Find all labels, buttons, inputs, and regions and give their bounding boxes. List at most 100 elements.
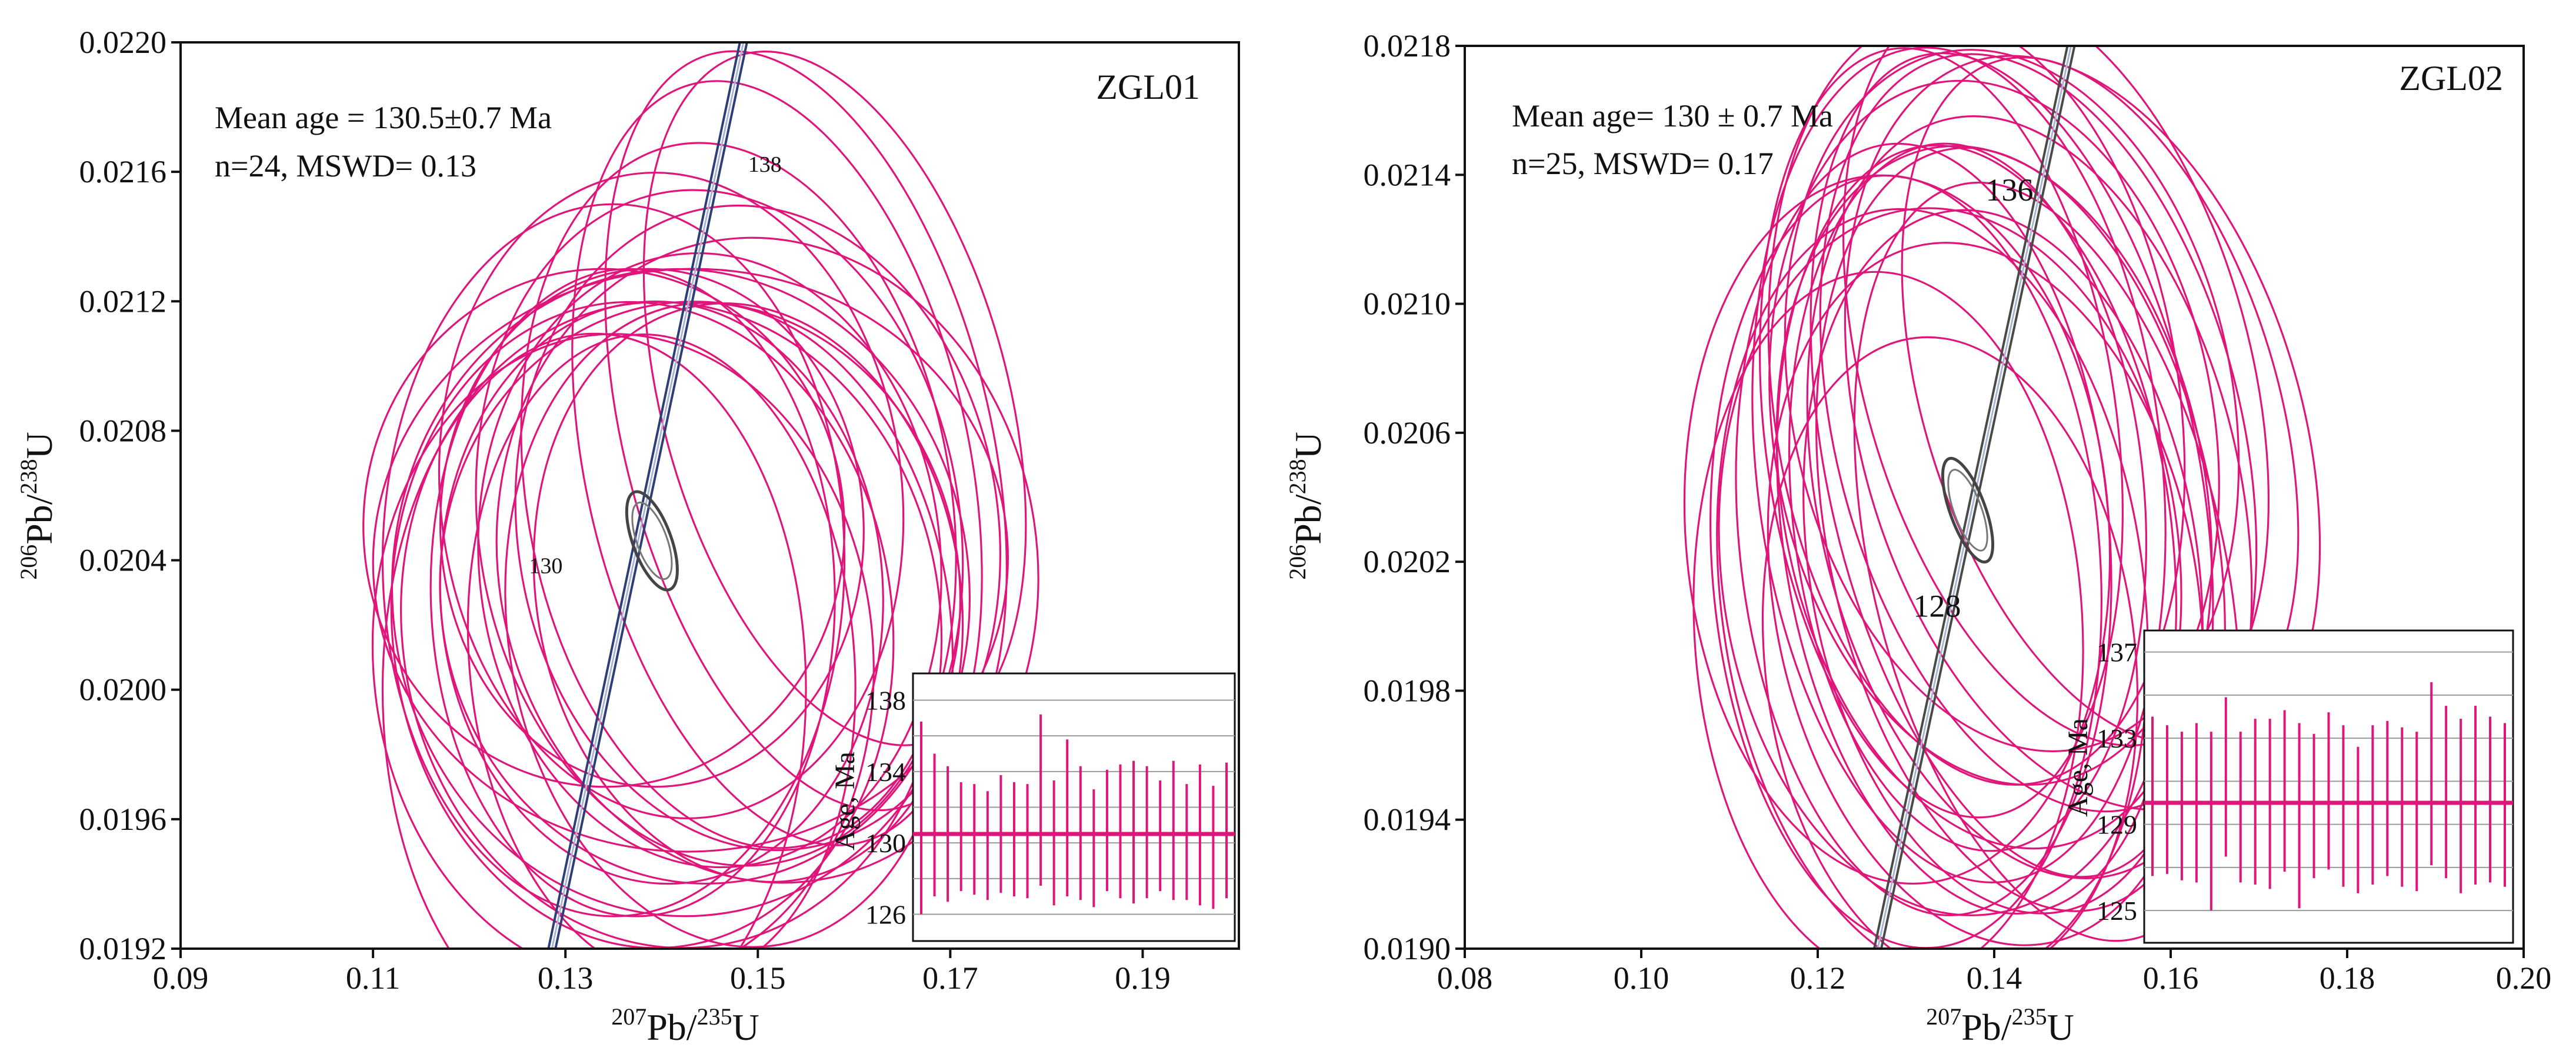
y-tick-label: 0.0218 — [1364, 28, 1451, 64]
n-mswd-text: n=25, MSWD= 0.17 — [1512, 146, 1774, 181]
x-label-sup-235: 235 — [697, 1003, 732, 1030]
y-label-pb: Pb/ — [1287, 494, 1329, 545]
analysis-ellipse — [429, 268, 836, 917]
analysis-ellipse — [1809, 52, 2214, 878]
concordia-band-upper — [554, 42, 748, 949]
x-tick-label: 0.08 — [1437, 960, 1493, 996]
y-tick-label: 0.0194 — [1364, 802, 1451, 838]
y-tick-label: 0.0202 — [1364, 544, 1451, 579]
analysis-ellipse — [372, 268, 1009, 853]
x-tick-label: 0.19 — [1115, 960, 1171, 996]
y-tick-label: 0.0192 — [79, 931, 167, 966]
analysis-ellipse — [400, 301, 943, 949]
analysis-ellipse — [520, 142, 957, 849]
inset-y-tick-label: 126 — [865, 900, 906, 930]
analysis-ellipse — [495, 236, 1039, 884]
analysis-ellipse — [1716, 208, 2149, 949]
analysis-ellipses — [362, 50, 1039, 949]
analysis-ellipse — [604, 50, 1008, 812]
analysis-ellipse — [532, 302, 964, 883]
y-tick-label: 0.0210 — [1364, 286, 1451, 322]
x-tick-label: 0.18 — [2320, 960, 2375, 996]
analysis-ellipse — [1767, 46, 2186, 786]
y-tick-label: 0.0204 — [79, 543, 167, 578]
x-tick-label: 0.17 — [922, 960, 978, 996]
y-label-sup-238: 238 — [15, 459, 42, 494]
analysis-ellipse — [475, 189, 964, 867]
inset-y-tick-label: 137 — [2097, 638, 2137, 668]
sample-name: ZGL01 — [1096, 68, 1200, 106]
inset-y-tick-label: 130 — [865, 828, 906, 858]
x-label-pb: Pb/ — [647, 1006, 697, 1048]
analysis-ellipse — [381, 203, 846, 917]
y-label-u: U — [1287, 432, 1329, 459]
age-inset-plot: 126 130 134 138 — [865, 672, 1236, 942]
x-axis-label: 207Pb/235U — [1926, 1003, 2074, 1048]
analysis-ellipse — [1759, 47, 2124, 819]
concordia-panel-zgl02: 125 129 133 137 0.08 0.10 0.12 0.14 0.16 0.18 0.2… — [1284, 28, 2551, 1048]
concordia-age-ellipse-inner — [631, 501, 673, 580]
y-label-sup-206: 206 — [1284, 545, 1311, 580]
inset-y-label: Age, Ma — [2062, 718, 2094, 817]
x-label-u: U — [732, 1006, 759, 1048]
analysis-ellipse — [381, 332, 807, 949]
inset-y-tick-label: 134 — [865, 757, 906, 787]
y-label-pb: Pb/ — [18, 494, 60, 545]
x-axis-label: 207Pb/235U — [611, 1003, 759, 1048]
y-tick-label: 0.0214 — [1364, 157, 1451, 192]
concordia-age-ellipse — [1941, 456, 1995, 564]
y-tick-label: 0.0200 — [79, 672, 167, 708]
y-tick-label: 0.0196 — [79, 802, 167, 837]
analysis-ellipse — [1784, 49, 2240, 752]
analysis-ellipse — [1683, 174, 2111, 885]
mean-age-text: Mean age= 130 ± 0.7 Ma — [1512, 98, 1833, 134]
x-tick-label: 0.15 — [730, 960, 786, 996]
y-label-sup-238: 238 — [1284, 459, 1311, 494]
y-tick-label: 0.0208 — [79, 413, 167, 448]
y-label-sup-206: 206 — [15, 545, 42, 580]
analysis-ellipse — [1853, 182, 2241, 942]
y-axis-label: 206Pb/238U — [15, 432, 60, 580]
y-axis-ticks: 0.0192 0.0196 0.0200 0.0204 0.0208 0.0212 0.02… — [79, 25, 181, 966]
y-tick-label: 0.0206 — [1364, 415, 1451, 451]
sample-name: ZGL02 — [2399, 59, 2503, 98]
x-label-sup-207: 207 — [1926, 1003, 1961, 1030]
mean-ellipse — [625, 490, 679, 592]
age-inset-plot: 125 129 133 137 — [2097, 629, 2514, 944]
concordia-age-labels: 138 130 — [529, 152, 781, 578]
x-axis-ticks: 0.08 0.10 0.12 0.14 0.16 0.18 0.20 — [1437, 949, 2551, 996]
x-tick-label: 0.10 — [1614, 960, 1669, 996]
analysis-ellipse — [1767, 242, 2204, 946]
concordia-tick-label: 136 — [1986, 172, 2034, 208]
y-axis-ticks: 0.0190 0.0194 0.0198 0.0202 0.0206 0.0210 0.02… — [1364, 28, 1465, 966]
inset-y-tick-label: 129 — [2097, 810, 2137, 840]
analysis-ellipse — [362, 268, 846, 788]
analysis-ellipse — [1806, 115, 2253, 879]
plot-frame — [179, 41, 1240, 950]
inset-y-tick-label: 138 — [865, 686, 906, 716]
inset-y-label: Age, Ma — [829, 752, 861, 850]
plot-border — [179, 41, 1240, 950]
x-label-sup-207: 207 — [611, 1003, 647, 1030]
x-tick-label: 0.11 — [346, 960, 401, 996]
concordia-tick-label: 130 — [529, 554, 562, 579]
y-tick-label: 0.0198 — [1364, 673, 1451, 708]
concordia-curve-line — [1877, 46, 2072, 949]
x-label-sup-235: 235 — [2012, 1003, 2047, 1030]
inset-y-tick-label: 125 — [2097, 896, 2137, 926]
analysis-ellipse — [438, 172, 905, 819]
concordia-age-labels: 136 128 — [1914, 172, 2034, 623]
concordia-age-ellipse-inner — [1947, 469, 1988, 552]
analysis-ellipse — [1802, 209, 2204, 915]
x-tick-label: 0.16 — [2143, 960, 2199, 996]
n-mswd-text: n=24, MSWD= 0.13 — [215, 148, 476, 183]
y-tick-label: 0.0212 — [79, 283, 167, 319]
x-tick-label: 0.09 — [153, 960, 209, 996]
y-tick-label: 0.0190 — [1364, 931, 1451, 966]
y-tick-label: 0.0216 — [79, 154, 167, 189]
concordia-tick-label: 128 — [1914, 588, 1961, 623]
mean-ellipse — [1941, 456, 1995, 564]
x-tick-label: 0.14 — [1967, 960, 2022, 996]
x-axis-ticks: 0.09 0.11 0.13 0.15 0.17 0.19 — [153, 949, 1171, 996]
